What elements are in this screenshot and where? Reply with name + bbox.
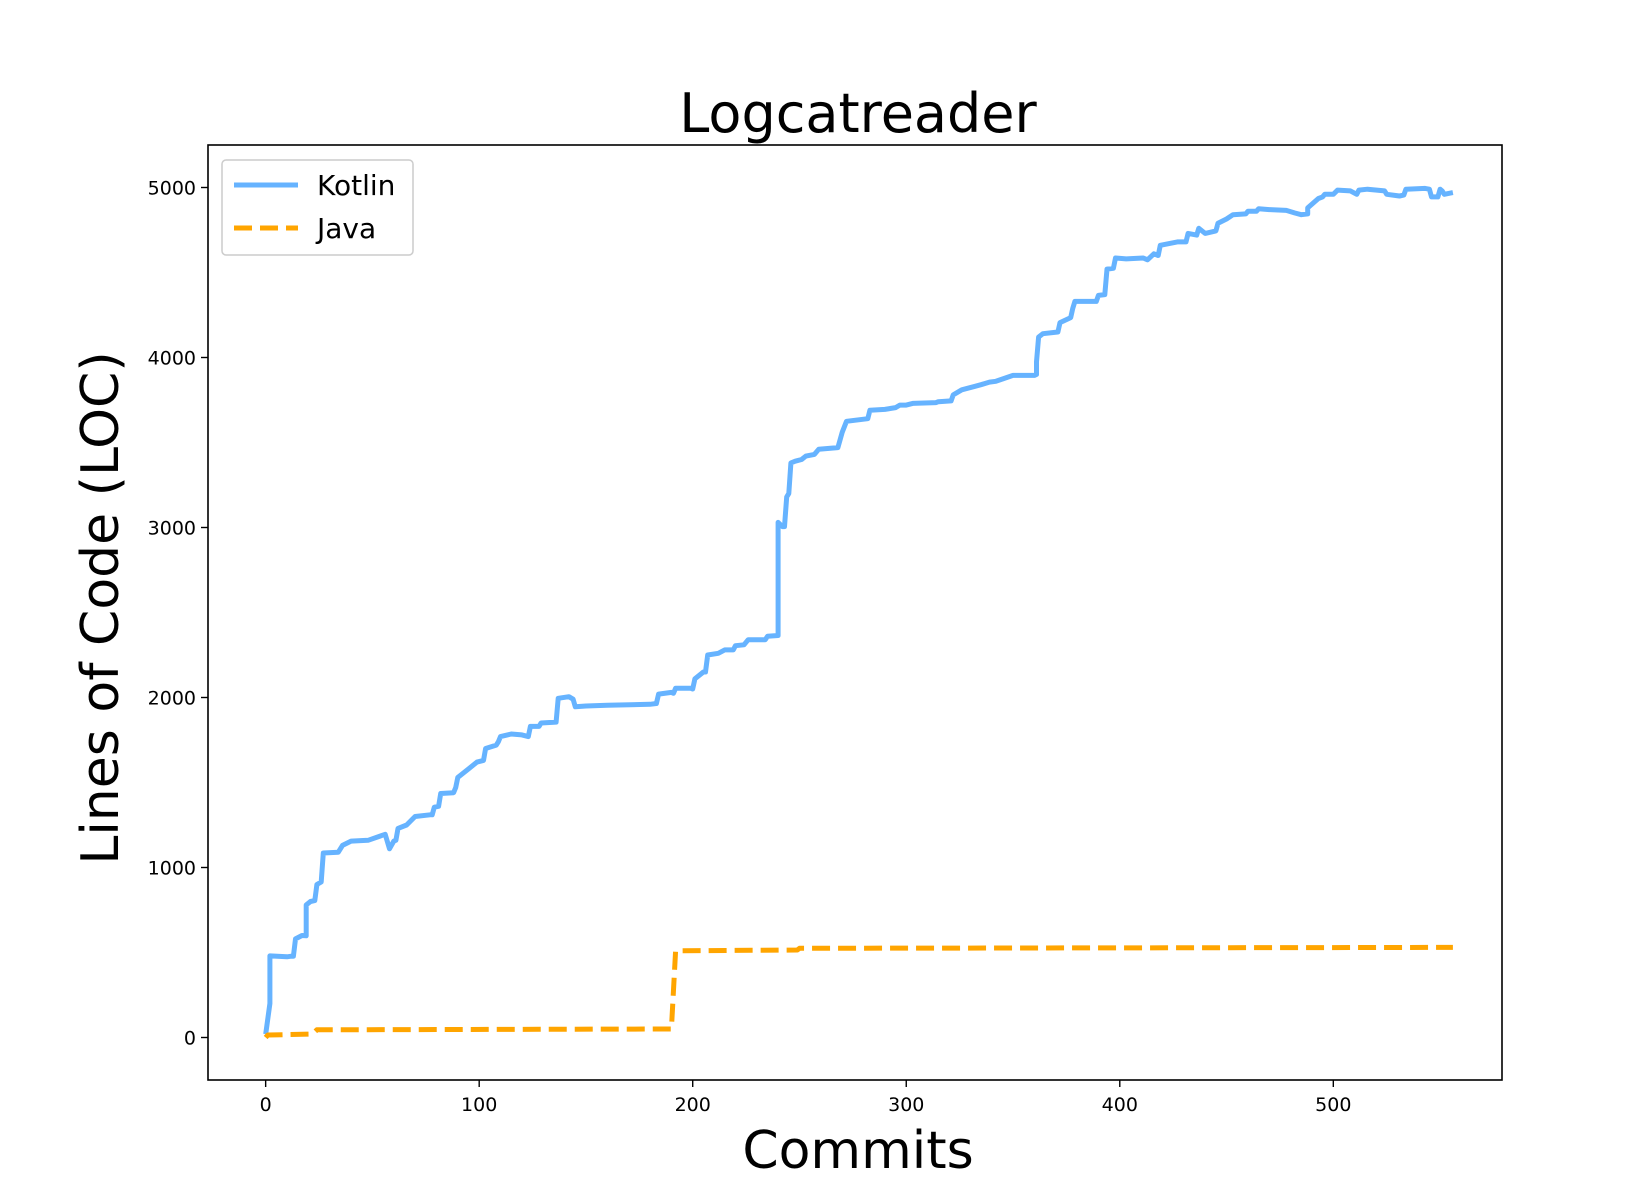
- y-tick-label: 5000: [148, 178, 196, 200]
- legend: Kotlin Java: [221, 159, 414, 256]
- legend-label-java: Java: [315, 212, 376, 245]
- x-tick-label: 400: [1102, 1094, 1138, 1116]
- x-tick-label: 100: [461, 1094, 497, 1116]
- legend-label-kotlin: Kotlin: [317, 169, 395, 202]
- y-tick-label: 4000: [148, 348, 196, 370]
- series-line-kotlin: [263, 185, 1454, 1035]
- y-tick-label: 0: [184, 1028, 196, 1050]
- y-axis-label: Lines of Code (LOC): [71, 351, 131, 864]
- series-line-java: [263, 944, 1453, 1040]
- y-axis-ticks: 0 1000 2000 3000 4000 5000: [148, 178, 208, 1050]
- x-tick-label: 500: [1315, 1094, 1351, 1116]
- x-tick-label: 0: [260, 1094, 272, 1116]
- y-tick-label: 3000: [148, 518, 196, 540]
- x-tick-label: 300: [888, 1094, 924, 1116]
- series-lines: [263, 185, 1454, 1040]
- x-tick-label: 200: [675, 1094, 711, 1116]
- x-axis-ticks: 0 100 200 300 400 500: [260, 1080, 1351, 1116]
- y-tick-label: 2000: [148, 688, 196, 710]
- plot-frame: [207, 144, 1503, 1081]
- y-tick-label: 1000: [148, 858, 196, 880]
- x-axis-label: Commits: [742, 1121, 973, 1181]
- chart-title: Logcatreader: [679, 82, 1037, 145]
